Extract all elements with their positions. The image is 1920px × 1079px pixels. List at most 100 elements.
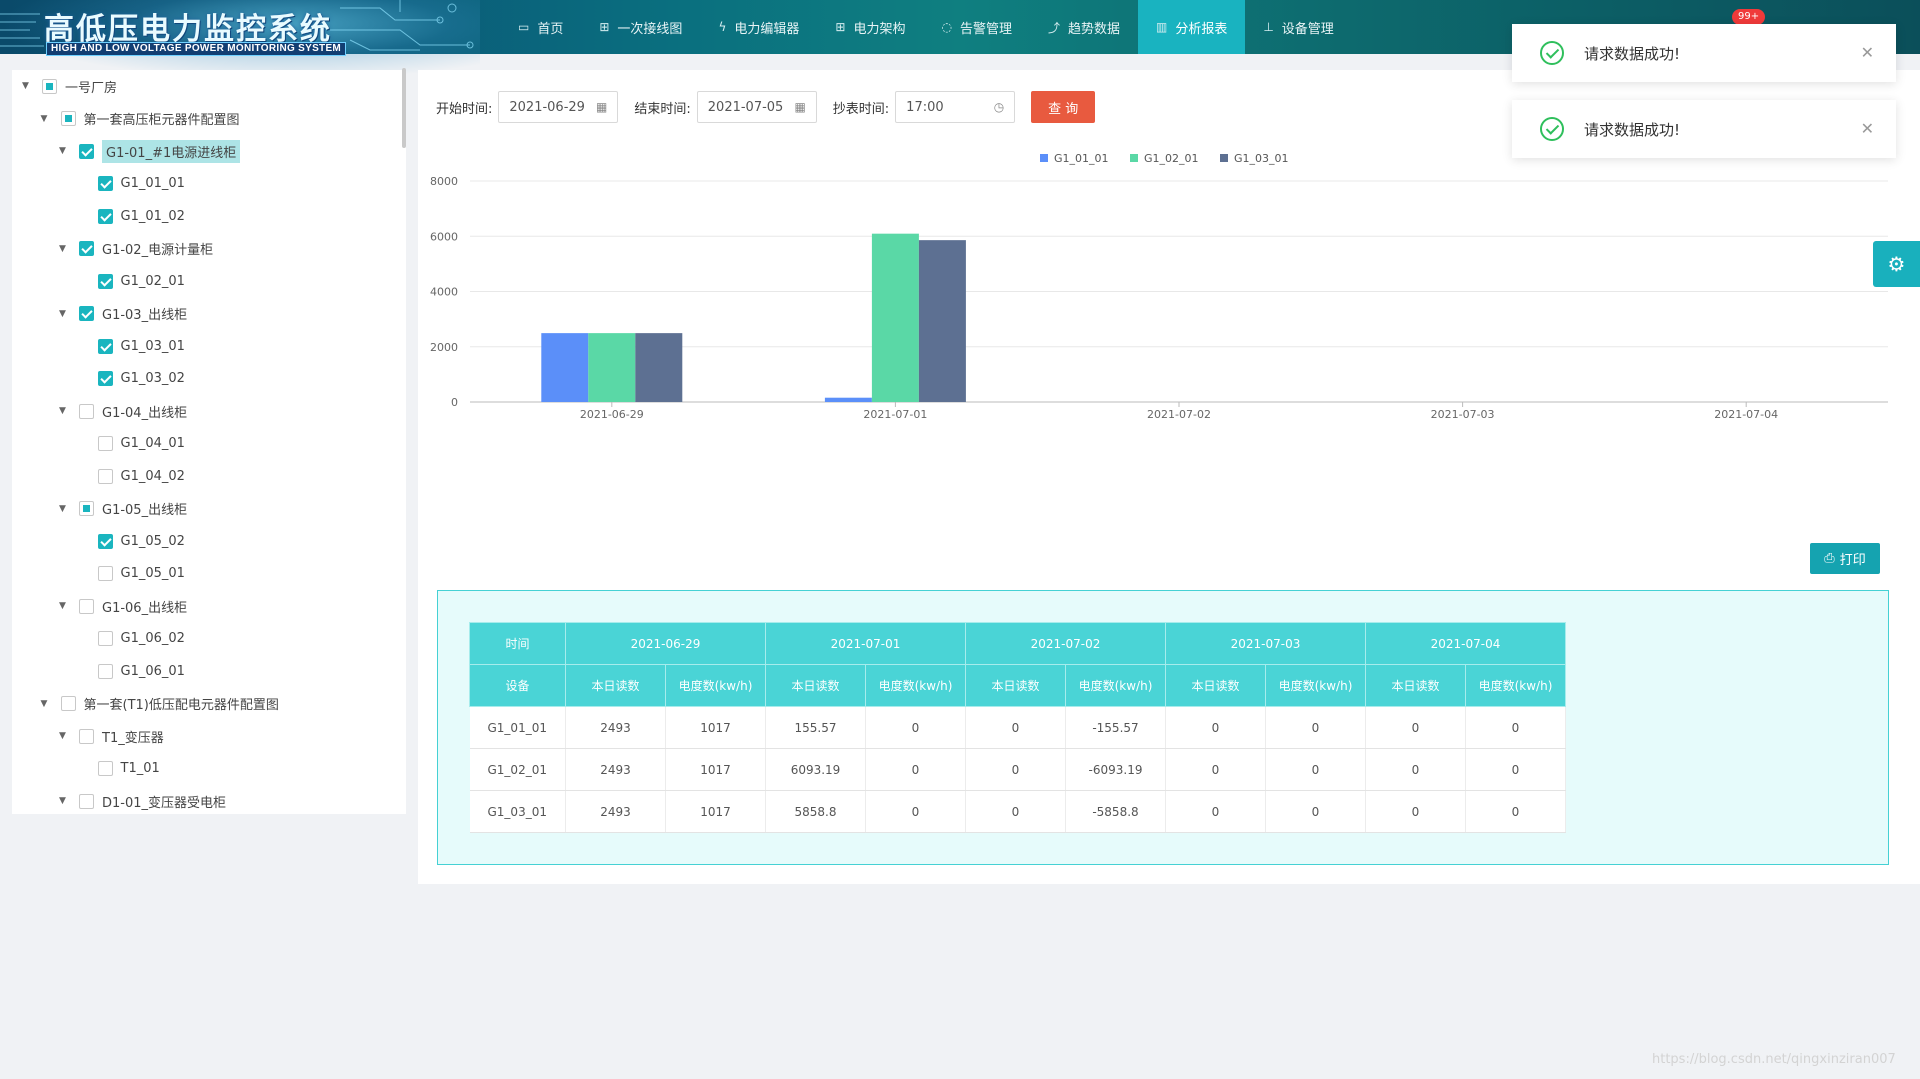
tree-node[interactable]: G1_04_02 — [78, 462, 185, 490]
start-date-input[interactable]: 2021-06-29 ▦ — [498, 91, 619, 123]
tree-checkbox[interactable] — [60, 696, 76, 711]
tree-node[interactable]: ▼ D1-01_变压器受电柜 — [59, 787, 226, 815]
caret-down-icon[interactable]: ▼ — [22, 81, 29, 91]
tree-node[interactable]: ▼ G1-03_出线柜 — [59, 300, 187, 328]
tree-node[interactable]: G1_01_01 — [78, 170, 185, 198]
table-cell: -155.57 — [1065, 706, 1166, 749]
nav-item-home[interactable]: ▭ 首页 — [500, 0, 581, 54]
legend-label[interactable]: G1_01_01 — [1054, 152, 1109, 165]
tree-checkbox[interactable] — [79, 501, 94, 516]
nav-item-report[interactable]: ▥ 分析报表 — [1137, 0, 1246, 54]
caret-down-icon[interactable]: ▼ — [59, 243, 66, 254]
read-time-input[interactable]: 17:00 ◷ — [895, 91, 1016, 123]
bar[interactable] — [871, 233, 919, 402]
notification-badge[interactable]: 99+ — [1732, 9, 1766, 25]
caret-down-icon[interactable]: ▼ — [59, 308, 66, 319]
tree-node[interactable]: ▼ T1_变压器 — [59, 722, 164, 750]
query-button[interactable]: 查 询 — [1031, 91, 1096, 123]
tree-checkbox[interactable] — [97, 273, 113, 289]
caret-down-icon[interactable]: ▼ — [59, 731, 66, 741]
tree-checkbox[interactable] — [97, 761, 113, 776]
table-cell: 0 — [1365, 706, 1466, 749]
main-nav: ▭ 首页 ⊞ 一次接线图 ϟ 电力编辑器 ⊞ 电力架构 ◌ 告警管理 ⤴ 趋势数据 ▥ 分析报… — [500, 0, 1352, 54]
tree-checkbox[interactable] — [97, 208, 113, 224]
table-sub-header: 电度数(kw/h) — [1265, 664, 1366, 707]
caret-down-icon[interactable]: ▼ — [40, 698, 48, 709]
bar[interactable] — [588, 333, 636, 402]
bar[interactable] — [635, 333, 683, 402]
tree-checkbox[interactable] — [79, 598, 94, 614]
network-icon: ⊥ — [1263, 20, 1274, 34]
print-button[interactable]: ⎙ 打印 — [1810, 543, 1880, 574]
table-cell: 2493 — [565, 790, 666, 833]
tree-checkbox[interactable] — [97, 566, 113, 581]
tree-node[interactable]: ▼ G1-04_出线柜 — [59, 397, 187, 425]
bar[interactable] — [918, 240, 966, 402]
tree-checkbox[interactable] — [79, 241, 94, 256]
tree-checkbox[interactable] — [79, 143, 94, 159]
tree-checkbox[interactable] — [97, 533, 113, 549]
caret-down-icon[interactable]: ▼ — [59, 146, 66, 156]
tree-node[interactable]: ▼ 第一套高压柜元器件配置图 — [41, 105, 240, 133]
table-row: G1_02_01 2493 1017 6093.19 0 0 -6093.19 0 0 0 0 — [469, 748, 1566, 791]
end-date-input[interactable]: 2021-07-05 ▦ — [696, 91, 817, 123]
caret-down-icon[interactable]: ▼ — [59, 796, 66, 806]
nav-label: 分析报表 — [1175, 21, 1228, 37]
tree-node[interactable]: G1_01_02 — [78, 202, 185, 230]
tree-checkbox[interactable] — [97, 338, 113, 354]
tree-node[interactable]: T1_01 — [78, 755, 160, 783]
tree-checkbox[interactable] — [97, 631, 113, 646]
tree-node[interactable]: ▼ G1-06_出线柜 — [59, 592, 187, 620]
caret-down-icon[interactable]: ▼ — [59, 601, 66, 611]
caret-down-icon[interactable]: ▼ — [59, 503, 66, 514]
bar[interactable] — [541, 333, 589, 402]
tree-node[interactable]: ▼ 第一套(T1)低压配电元器件配置图 — [41, 690, 279, 718]
tree-checkbox[interactable] — [79, 306, 94, 321]
caret-down-icon[interactable]: ▼ — [40, 113, 48, 124]
nav-item-trend[interactable]: ⤴ 趋势数据 — [1030, 0, 1138, 54]
bar[interactable] — [824, 397, 872, 402]
hierarchy-icon: ⊞ — [835, 20, 846, 34]
tree-checkbox[interactable] — [79, 728, 94, 744]
tree-node[interactable]: G1_02_01 — [78, 267, 185, 295]
tree-node[interactable]: ▼ 一号厂房 — [22, 72, 117, 100]
nav-item-device[interactable]: ⊥ 设备管理 — [1245, 0, 1351, 54]
settings-gear-button[interactable]: ⚙ — [1873, 241, 1920, 287]
tree-node[interactable]: ▼ G1-01_#1电源进线柜 — [59, 137, 241, 165]
tree-node[interactable]: G1_03_01 — [78, 332, 185, 360]
tree-checkbox[interactable] — [79, 403, 94, 419]
tree-checkbox[interactable] — [79, 793, 94, 809]
tree-node[interactable]: G1_05_02 — [78, 527, 185, 555]
caret-down-icon[interactable]: ▼ — [59, 406, 66, 416]
tree-node[interactable]: G1_06_01 — [78, 657, 185, 685]
nav-item-alarm[interactable]: ◌ 告警管理 — [923, 0, 1030, 54]
tree-checkbox[interactable] — [97, 663, 113, 679]
tree-checkbox[interactable] — [60, 111, 76, 126]
close-icon[interactable]: ✕ — [1860, 43, 1874, 62]
tree-checkbox[interactable] — [97, 371, 113, 386]
legend-label[interactable]: G1_02_01 — [1144, 152, 1199, 165]
nav-item-wiring[interactable]: ⊞ 一次接线图 — [581, 0, 700, 54]
tree-checkbox[interactable] — [42, 78, 57, 94]
tree-node[interactable]: ▼ G1-02_电源计量柜 — [59, 235, 213, 263]
tree-checkbox[interactable] — [97, 468, 113, 484]
nav-item-architecture[interactable]: ⊞ 电力架构 — [817, 0, 923, 54]
tree-node[interactable]: G1_05_01 — [78, 560, 185, 588]
table-cell: 0 — [865, 790, 966, 833]
y-tick-label: 4000 — [430, 286, 458, 299]
legend-label[interactable]: G1_03_01 — [1234, 152, 1289, 165]
tree-node-label: G1_02_01 — [120, 273, 185, 289]
start-date-value: 2021-06-29 — [509, 99, 585, 115]
tree-node[interactable]: G1_06_02 — [78, 625, 185, 653]
tree-node[interactable]: ▼ G1-05_出线柜 — [59, 495, 187, 523]
tree-checkbox[interactable] — [97, 436, 113, 451]
tree-scrollbar[interactable] — [402, 68, 406, 148]
tree-node[interactable]: G1_04_01 — [78, 430, 185, 458]
toast-message: 请求数据成功! — [1584, 44, 1681, 63]
nav-item-editor[interactable]: ϟ 电力编辑器 — [700, 0, 817, 54]
tree-checkbox[interactable] — [97, 176, 113, 191]
tree-node-label: G1-05_出线柜 — [102, 503, 188, 518]
tree-node[interactable]: G1_03_02 — [78, 365, 185, 393]
close-icon[interactable]: ✕ — [1860, 119, 1874, 138]
filter-bar: 开始时间: 2021-06-29 ▦ 结束时间: 2021-07-05 ▦ 抄表… — [436, 91, 1096, 123]
